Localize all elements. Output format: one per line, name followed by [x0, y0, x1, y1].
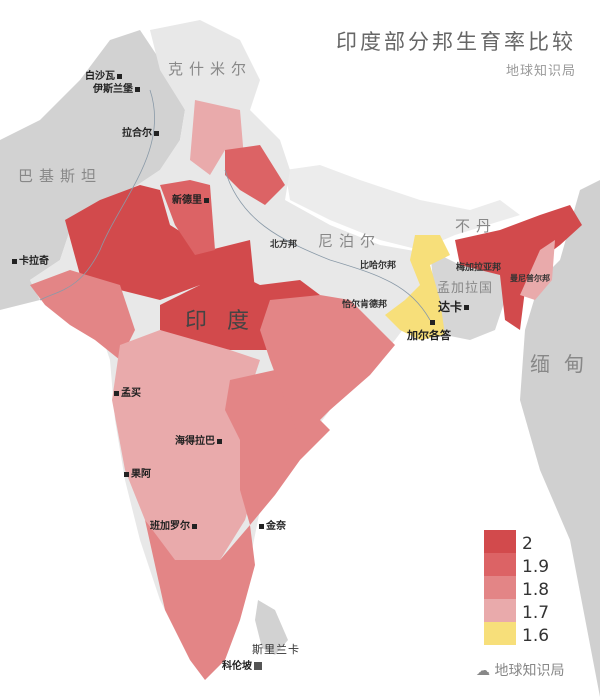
city-colombo: 科伦坡 — [222, 657, 264, 672]
city-name: 拉合尔 — [122, 128, 152, 139]
legend-swatch-2 — [484, 530, 516, 553]
label-nepal: 尼泊尔 — [318, 232, 382, 250]
watermark-text: 地球知识局 — [494, 663, 565, 679]
city-dot-icon — [12, 258, 17, 264]
city-name: 果阿 — [131, 469, 151, 480]
legend-label: 2 — [522, 534, 533, 554]
city-dot-icon — [217, 438, 222, 444]
city-delhi: 新德里 — [172, 191, 211, 206]
label-up: 北方邦 — [270, 240, 298, 250]
legend-swatch-1-7 — [484, 599, 516, 622]
city-islamabad: 伊斯兰堡 — [93, 80, 142, 95]
region-haryana — [160, 180, 215, 255]
myanmar-region — [520, 180, 600, 697]
river — [224, 169, 431, 321]
pakistan-afghanistan-region — [0, 30, 185, 310]
city-name: 孟买 — [121, 388, 141, 399]
label-bhutan: 不丹 — [455, 217, 498, 235]
label-myanmar: 缅甸 — [530, 352, 598, 376]
city-kolkata: 加尔各答 — [407, 329, 451, 342]
city-dot-icon — [204, 197, 209, 203]
legend-swatch-1-6 — [484, 622, 516, 645]
city-lahore: 拉合尔 — [122, 124, 161, 139]
legend-label: 1.7 — [522, 603, 550, 623]
label-kashmir: 克什米尔 — [168, 60, 253, 78]
map-subtitle: 地球知识局 — [505, 64, 576, 79]
label-meghalaya: 梅加拉亚邦 — [456, 263, 502, 273]
watermark: ☁ 地球知识局 — [476, 660, 564, 680]
bangladesh-region — [430, 250, 505, 340]
region-uttarakhand — [225, 145, 285, 205]
city-dot-icon — [192, 523, 197, 529]
label-manipur: 曼尼普尔邦 — [510, 274, 550, 283]
legend-label: 1.8 — [522, 580, 550, 600]
legend-swatch-1-9 — [484, 553, 516, 576]
city-name: 白沙瓦 — [85, 71, 115, 82]
city-karachi: 卡拉奇 — [10, 252, 49, 267]
city-mumbai: 孟买 — [112, 384, 141, 399]
region-west-bengal — [385, 235, 450, 340]
city-hyderabad: 海得拉巴 — [175, 432, 224, 447]
city-name: 伊斯兰堡 — [93, 84, 133, 95]
city-name: 新德里 — [172, 195, 202, 206]
label-jharkhand: 恰尔肯德邦 — [342, 300, 388, 310]
city-name: 海得拉巴 — [175, 436, 215, 447]
legend-label: 1.6 — [522, 626, 550, 646]
region-rajasthan — [65, 185, 255, 300]
map-title: 印度部分邦生育率比较 — [336, 30, 576, 54]
label-srilanka: 斯里兰卡 — [252, 643, 300, 656]
city-name: 卡拉奇 — [19, 256, 49, 267]
city-dot-icon — [430, 319, 435, 325]
label-pakistan: 巴基斯坦 — [18, 167, 103, 185]
city-dot-icon — [117, 73, 122, 79]
legend: 2 1.9 1.8 1.7 1.6 — [484, 530, 549, 646]
city-dot-icon — [154, 130, 159, 136]
region-south — [145, 520, 255, 680]
city-dot-icon — [135, 86, 140, 92]
city-dhaka: 达卡 — [438, 298, 471, 315]
city-chennai: 金奈 — [257, 517, 286, 532]
city-dot-icon — [254, 662, 262, 670]
label-bangladesh: 孟加拉国 — [437, 281, 494, 296]
nepal-bhutan-region — [285, 165, 520, 250]
label-india: 印度 — [185, 309, 270, 334]
city-bangalore: 班加罗尔 — [150, 517, 199, 532]
region-gujarat — [30, 270, 135, 360]
city-name: 金奈 — [266, 521, 286, 532]
region-northeast — [455, 205, 582, 330]
city-dot-icon — [124, 471, 129, 477]
city-goa: 果阿 — [122, 465, 151, 480]
city-dot-icon — [464, 305, 470, 310]
region-odisha-chhattisgarh — [260, 295, 395, 440]
city-peshawar: 白沙瓦 — [85, 67, 124, 82]
city-name: 班加罗尔 — [150, 521, 190, 532]
label-bihar: 比哈尔邦 — [360, 261, 397, 271]
city-dot-icon — [114, 390, 119, 396]
city-name: 达卡 — [438, 300, 463, 314]
sri-lanka — [255, 600, 288, 655]
region-manipur-mizoram — [520, 240, 555, 300]
city-kolkata-dot — [428, 317, 437, 328]
river — [39, 89, 155, 301]
city-name: 科伦坡 — [222, 661, 252, 672]
region-maharashtra-karnataka — [112, 330, 260, 560]
city-dot-icon — [259, 523, 264, 529]
legend-label: 1.9 — [522, 557, 550, 577]
wechat-icon: ☁ — [476, 663, 495, 679]
legend-swatch-1-8 — [484, 576, 516, 599]
